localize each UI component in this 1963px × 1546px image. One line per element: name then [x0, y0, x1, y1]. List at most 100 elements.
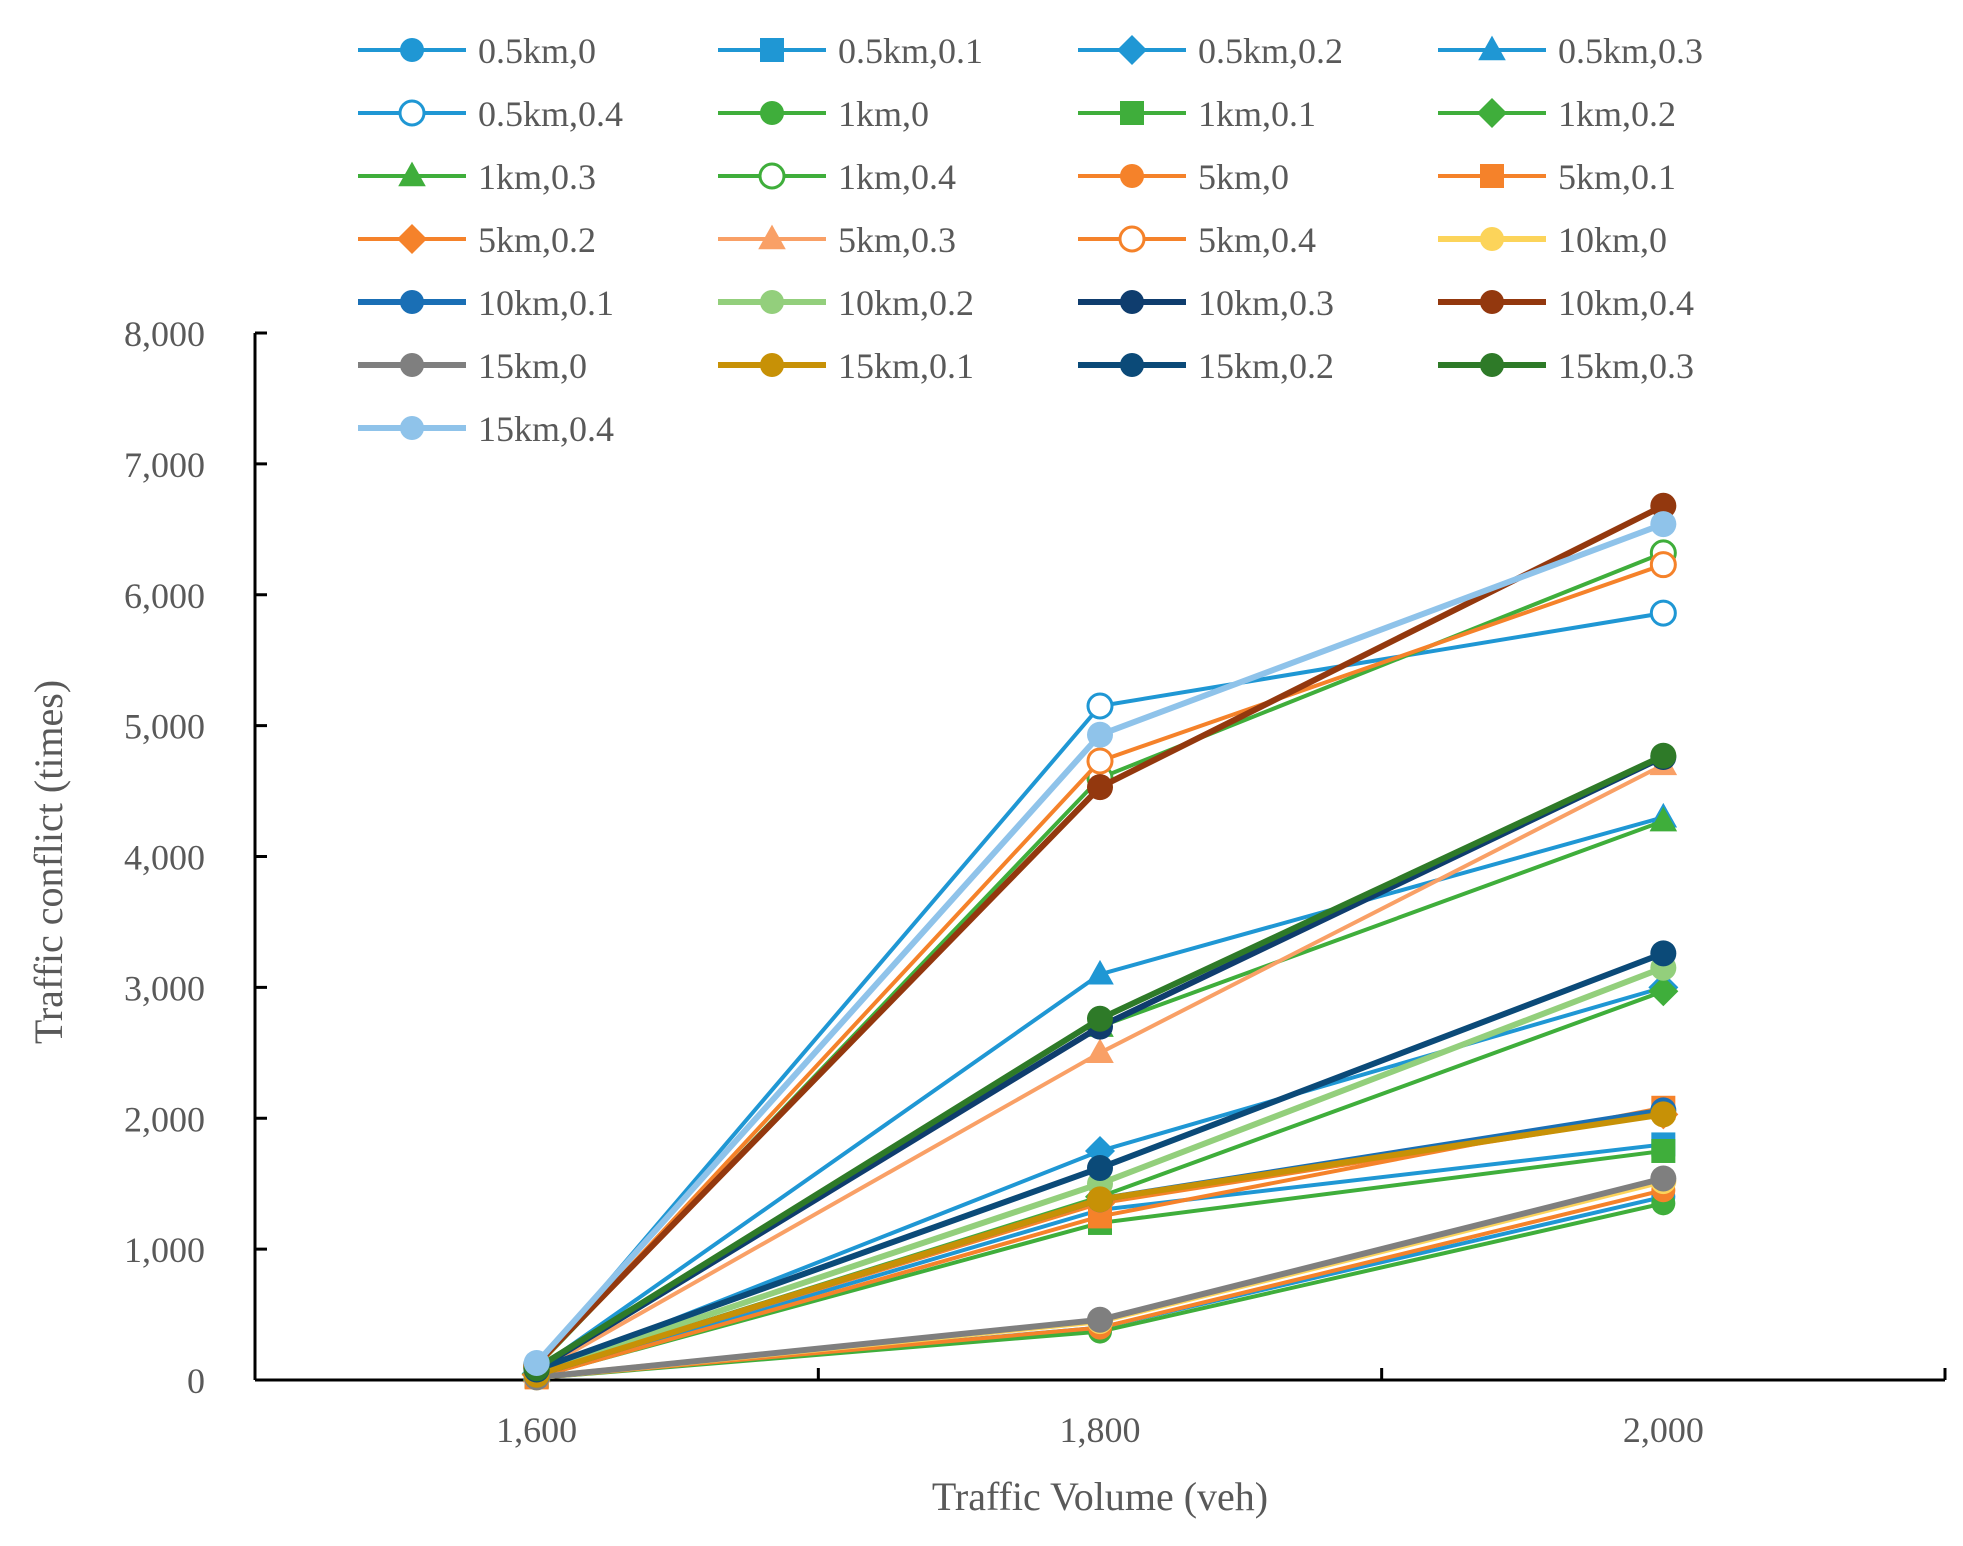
data-point	[1649, 599, 1677, 627]
data-point	[1650, 511, 1677, 538]
series-line	[535, 763, 1665, 1374]
legend-label: 10km,0	[1558, 220, 1667, 260]
x-axis-ticks: 1,600 1,800 2,000	[253, 1368, 1947, 1450]
y-tick-label: 1,000	[124, 1230, 205, 1270]
legend-swatch-marker	[1120, 353, 1144, 377]
legend-label: 5km,0	[1198, 157, 1289, 197]
data-point	[1087, 1306, 1113, 1333]
legend-item: 1km,0	[718, 94, 929, 134]
legend-label: 1km,0.3	[478, 157, 596, 197]
data-point	[1087, 774, 1113, 801]
legend-label: 0.5km,0.3	[1558, 31, 1703, 71]
y-tick-label: 5,000	[124, 707, 205, 747]
legend-swatch-marker	[1480, 227, 1504, 251]
legend-swatch-marker	[760, 101, 784, 125]
legend-item: 5km,0	[1078, 157, 1289, 197]
legend-label: 1km,0.1	[1198, 94, 1316, 134]
data-point	[1650, 1101, 1677, 1128]
series-line	[535, 815, 1664, 1372]
legend-swatch-marker	[1120, 101, 1144, 125]
x-axis-title: Traffic Volume (veh)	[932, 1474, 1268, 1519]
legend-swatch-marker	[760, 38, 784, 62]
y-tick-label: 3,000	[124, 968, 205, 1008]
y-tick-label: 2,000	[124, 1099, 205, 1139]
legend-swatch-marker	[400, 38, 424, 62]
data-point	[1086, 692, 1114, 720]
y-tick-label: 6,000	[124, 576, 205, 616]
legend-label: 1km,0.2	[1558, 94, 1676, 134]
data-point	[1650, 742, 1677, 769]
x-tick-label: 1,600	[496, 1410, 577, 1450]
legend-item: 10km,0	[1438, 220, 1667, 260]
legend-label: 1km,0.4	[838, 157, 956, 197]
series-0-5km-0-3	[522, 802, 1678, 1380]
series-layer	[521, 492, 1679, 1391]
legend-swatch-marker	[760, 290, 784, 314]
data-point	[1649, 551, 1677, 579]
legend-swatch-marker	[1480, 290, 1504, 314]
series-10km-0-4	[523, 492, 1677, 1378]
legend-label: 10km,0.2	[838, 283, 974, 323]
legend-item: 10km,0.3	[1078, 283, 1334, 323]
y-tick-label: 8,000	[124, 314, 205, 354]
legend-item: 15km,0.2	[1078, 346, 1334, 386]
legend-label: 5km,0.3	[838, 220, 956, 260]
legend-label: 0.5km,0.4	[478, 94, 623, 134]
legend-label: 10km,0.4	[1558, 283, 1694, 323]
legend-swatch-marker	[758, 224, 786, 250]
legend-swatch-marker	[1480, 164, 1504, 188]
legend-swatch-marker	[1478, 35, 1506, 61]
data-point	[1087, 721, 1113, 748]
legend-swatch-marker	[397, 224, 427, 254]
data-point	[1648, 976, 1679, 1007]
data-point	[1650, 1165, 1677, 1192]
legend-item: 15km,0	[358, 346, 587, 386]
legend-item: 5km,0.3	[718, 220, 956, 260]
legend-label: 0.5km,0.2	[1198, 31, 1343, 71]
legend-item: 15km,0.1	[718, 346, 974, 386]
y-axis-ticks: 0 1,000 2,000 3,000 4,000 5,000 6,000 7,000 8,00…	[124, 314, 267, 1401]
legend-item: 10km,0.1	[358, 283, 614, 323]
legend-label: 0.5km,0.1	[838, 31, 983, 71]
legend-label: 5km,0.1	[1558, 157, 1676, 197]
data-point	[1087, 1186, 1113, 1213]
legend-item: 1km,0.4	[718, 157, 956, 197]
legend-item: 0.5km,0.2	[1078, 31, 1343, 71]
legend-item: 0.5km,0.4	[358, 94, 623, 134]
legend-label: 5km,0.4	[1198, 220, 1316, 260]
x-tick-label: 1,800	[1060, 1410, 1141, 1450]
legend-item: 5km,0.4	[1078, 220, 1316, 260]
legend-swatch-marker	[400, 416, 424, 440]
legend-label: 5km,0.2	[478, 220, 596, 260]
legend-swatch-marker	[1477, 98, 1507, 128]
legend-item: 10km,0.2	[718, 283, 974, 323]
series-15km-0-4	[523, 511, 1677, 1376]
legend-swatch-marker	[400, 353, 424, 377]
legend-label: 15km,0	[478, 346, 587, 386]
data-point	[1086, 1038, 1114, 1064]
series-line	[535, 819, 1665, 1373]
legend-label: 15km,0.1	[838, 346, 974, 386]
data-point	[1087, 1005, 1113, 1032]
legend-item: 0.5km,0	[358, 31, 596, 71]
y-tick-label: 4,000	[124, 838, 205, 878]
data-point	[1649, 806, 1678, 832]
legend-swatch-marker	[400, 290, 424, 314]
legend-item: 10km,0.4	[1438, 283, 1694, 323]
legend-item: 0.5km,0.3	[1438, 31, 1703, 71]
legend-item: 5km,0.1	[1438, 157, 1676, 197]
legend-label: 1km,0	[838, 94, 929, 134]
legend-swatch-marker	[760, 353, 784, 377]
legend-swatch-marker	[1117, 35, 1147, 65]
legend-swatch-marker	[1120, 164, 1144, 188]
series-1km-0-3	[522, 806, 1678, 1382]
legend-label: 15km,0.3	[1558, 346, 1694, 386]
legend-swatch-marker	[1120, 290, 1144, 314]
legend-item: 0.5km,0.1	[718, 31, 983, 71]
legend-item: 5km,0.2	[358, 220, 596, 260]
series-0-5km-0-4	[523, 599, 1677, 1380]
legend-label: 0.5km,0	[478, 31, 596, 71]
series-10km-0-3	[523, 744, 1677, 1383]
data-point	[523, 1349, 550, 1376]
